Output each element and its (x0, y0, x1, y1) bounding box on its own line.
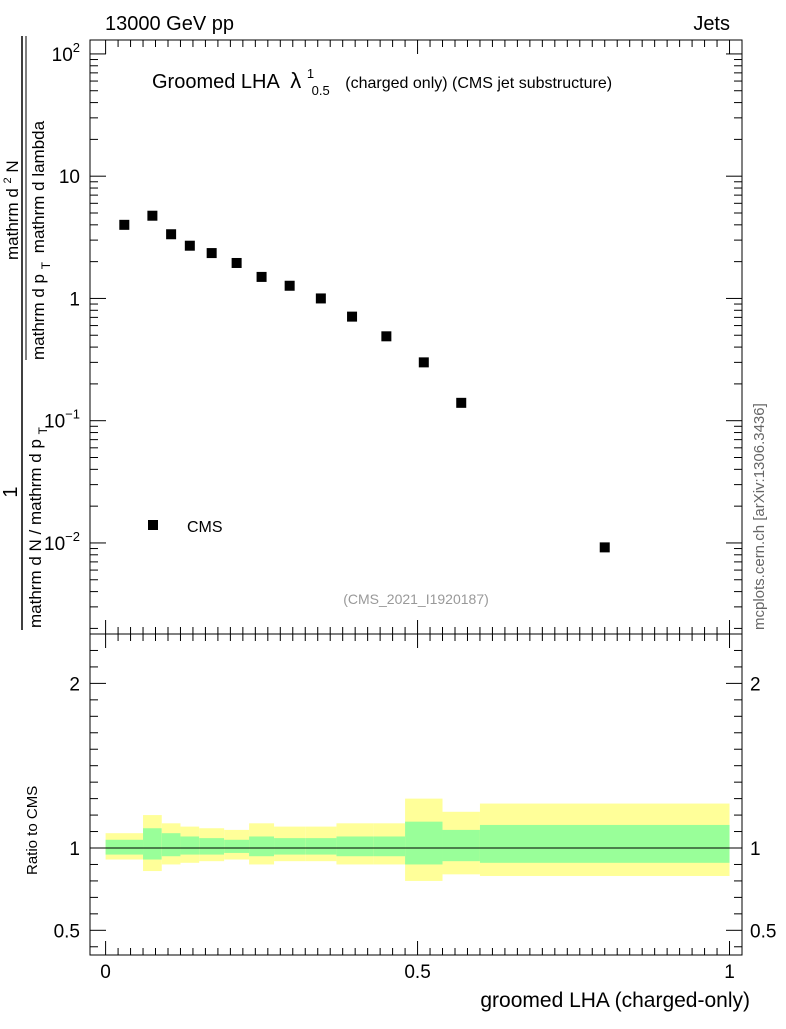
cms-data-point (206, 248, 217, 259)
main-y-tick-label: 10−1 (44, 407, 80, 433)
ratio-band-inner (249, 836, 275, 857)
tick-base: 10 (44, 534, 65, 555)
ratio-band-inner (405, 821, 443, 865)
ratio-y-tick-label-right: 2 (750, 674, 761, 695)
main-points (119, 210, 610, 553)
tick-base: 10 (44, 412, 65, 433)
energy-label: 13000 GeV pp (105, 13, 234, 35)
cms-data-point (184, 240, 195, 251)
ylabel-one: 1 (0, 486, 22, 497)
ratio-y-tick-label: 1 (69, 839, 80, 860)
cms-data-point (599, 542, 610, 553)
ratio-ticks: 0.5 0.5 1 1 2 2 0 0.5 1 (54, 634, 776, 983)
main-title: Groomed LHA λ 1 0.5 (charged only) (CMS … (152, 61, 612, 100)
legend-marker-cms (148, 520, 158, 530)
cms-data-point (284, 280, 295, 291)
main-y-tick-label: 1 (69, 289, 80, 310)
ratio-band-inner (199, 838, 225, 855)
x-tick-label: 1 (724, 962, 735, 983)
x-tick-label: 0 (100, 962, 111, 983)
x-axis-label: groomed LHA (charged-only) (480, 989, 750, 1012)
ratio-y-tick-label-right: 1 (750, 839, 761, 860)
cms-data-point (119, 219, 130, 230)
main-y-tick-label: 10−2 (44, 529, 80, 555)
ylabel-den-main: mathrm d N / mathrm d p (26, 439, 45, 628)
tick-exponent: 2 (73, 40, 80, 55)
ratio-plot-frame (89, 633, 743, 956)
ratio-band-inner (105, 839, 144, 855)
tick-base: 1 (69, 289, 80, 310)
title-sup: 1 (307, 66, 314, 81)
side-label: mcplots.cern.ch [arXiv:1306.3436] (751, 403, 768, 630)
cms-data-point (256, 271, 267, 282)
ratio-band-inner (479, 824, 730, 863)
ylabel-right-den: mathrm d p T mathrm d lambda (29, 120, 54, 360)
main-y-axis-label: 1 mathrm d N / mathrm d p T mathrm d 2 N… (0, 36, 54, 630)
title-sub: 0.5 (312, 83, 330, 98)
ratio-bands (105, 798, 730, 881)
x-tick-label: 0.5 (404, 962, 430, 983)
ratio-band-inner (305, 838, 337, 855)
main-y-tick-label: 102 (52, 40, 80, 66)
title-rest: (charged only) (CMS jet substructure) (345, 75, 612, 92)
ratio-band-inner (143, 828, 162, 860)
ratio-y-tick-label: 2 (69, 674, 80, 695)
ylabel-right-num-tail: N (3, 160, 22, 172)
ratio-band-inner (161, 833, 181, 857)
title-main: Groomed LHA (152, 71, 280, 93)
ylabel-right-den-main: mathrm d p (29, 274, 48, 360)
ratio-band-inner (442, 829, 480, 862)
ylabel-denominator: mathrm d N / mathrm d p T (26, 426, 50, 628)
tick-exponent: −1 (65, 407, 80, 422)
cms-data-point (147, 210, 158, 221)
tick-exponent: −2 (65, 529, 80, 544)
category-label: Jets (693, 13, 730, 35)
ratio-band-inner (224, 839, 250, 853)
title-symbol: λ (290, 68, 301, 93)
cms-data-point (418, 357, 429, 368)
cms-data-point (381, 331, 392, 342)
main-y-tick-label: 10 (59, 167, 80, 188)
ylabel-right-num-main: mathrm d (3, 188, 22, 260)
ratio-band-inner (336, 836, 374, 857)
ratio-band-inner (180, 836, 200, 855)
ratio-band-inner (274, 838, 306, 855)
ratio-y-tick-label: 0.5 (54, 921, 80, 942)
tick-base: 10 (52, 45, 73, 66)
ylabel-right-num: mathrm d 2 N (0, 160, 22, 260)
legend-label-cms: CMS (187, 519, 223, 536)
ratio-band-inner (373, 836, 406, 857)
ratio-y-tick-label-right: 0.5 (750, 921, 776, 942)
cms-data-point (231, 257, 242, 268)
analysis-label: (CMS_2021_I1920187) (343, 591, 489, 607)
ratio-y-axis-label: Ratio to CMS (24, 786, 41, 875)
ylabel-den-sub: T (36, 426, 50, 434)
cms-data-point (456, 397, 467, 408)
ylabel-right-num-sup: 2 (2, 177, 14, 183)
tick-base: 10 (59, 167, 80, 188)
cms-data-point (166, 229, 177, 240)
ylabel-right-den-tail: mathrm d lambda (29, 120, 48, 253)
cms-data-point (347, 311, 358, 322)
cms-data-point (315, 293, 326, 304)
main-plot-frame (89, 39, 743, 635)
ylabel-right-den-sub: T (39, 261, 53, 269)
